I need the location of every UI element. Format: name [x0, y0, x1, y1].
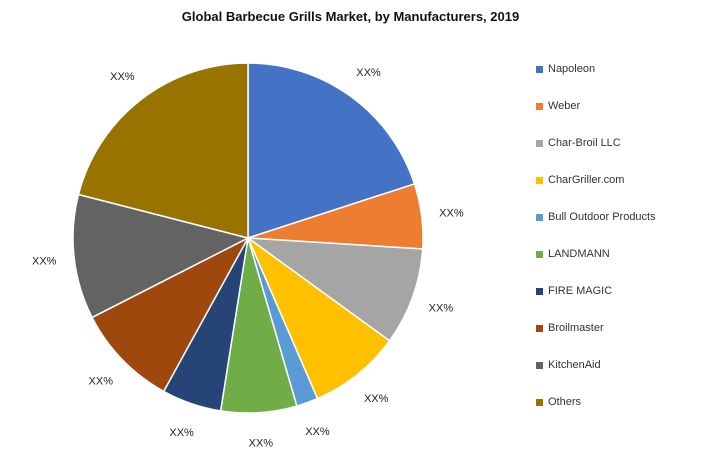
- legend-swatch: [536, 103, 543, 110]
- legend-item: Broilmaster: [536, 322, 696, 359]
- legend-swatch: [536, 251, 543, 258]
- pie-slice-others: [77, 62, 249, 239]
- slice-data-label: XX%: [110, 71, 135, 83]
- pie-slice-napoleon: [247, 62, 416, 240]
- slice-data-label: XX%: [364, 393, 389, 405]
- slice-data-label: XX%: [429, 302, 454, 314]
- legend-label: Bull Outdoor Products: [548, 211, 656, 223]
- legend-label: Broilmaster: [548, 322, 604, 334]
- slice-data-label: XX%: [32, 255, 57, 267]
- slice-data-label: XX%: [169, 427, 194, 439]
- legend-label: Char-Broil LLC: [548, 137, 621, 149]
- legend-item: Char-Broil LLC: [536, 137, 696, 174]
- legend-swatch: [536, 177, 543, 184]
- slice-data-label: XX%: [305, 426, 330, 438]
- legend-item: Others: [536, 396, 696, 433]
- chart-title: Global Barbecue Grills Market, by Manufa…: [181, 9, 520, 24]
- legend: Napoleon Weber Char-Broil LLC CharGriller.c…: [536, 63, 696, 433]
- legend-item: LANDMANN: [536, 248, 696, 285]
- legend-label: Napoleon: [548, 63, 596, 75]
- legend-swatch: [536, 288, 543, 295]
- legend-item: Bull Outdoor Products: [536, 211, 696, 248]
- legend-item: KitchenAid: [536, 359, 696, 396]
- slice-data-label: XX%: [249, 438, 274, 449]
- legend-item: FIRE MAGIC: [536, 285, 696, 322]
- legend-swatch: [536, 362, 543, 369]
- pie-slice-broilmaster: [91, 236, 250, 393]
- legend-label: Weber: [548, 100, 581, 112]
- legend-swatch: [536, 399, 543, 406]
- pie-slice-char-broil-llc: [245, 237, 424, 342]
- legend-swatch: [536, 66, 543, 73]
- legend-item: Weber: [536, 100, 696, 137]
- legend-label: LANDMANN: [548, 248, 610, 260]
- slice-data-label: XX%: [356, 67, 381, 79]
- pie-slice-chargriller-com: [246, 235, 391, 400]
- legend-item: Napoleon: [536, 63, 696, 100]
- legend-label: CharGriller.com: [548, 174, 625, 186]
- legend-label: Others: [548, 396, 582, 408]
- legend-swatch: [536, 325, 543, 332]
- slice-data-label: XX%: [89, 376, 114, 388]
- legend-item: CharGriller.com: [536, 174, 696, 211]
- slice-data-label: XX%: [439, 207, 464, 219]
- legend-label: FIRE MAGIC: [548, 285, 613, 297]
- legend-label: KitchenAid: [548, 359, 601, 371]
- legend-swatch: [536, 140, 543, 147]
- pie-slice-kitchenaid: [72, 193, 251, 319]
- legend-swatch: [536, 214, 543, 221]
